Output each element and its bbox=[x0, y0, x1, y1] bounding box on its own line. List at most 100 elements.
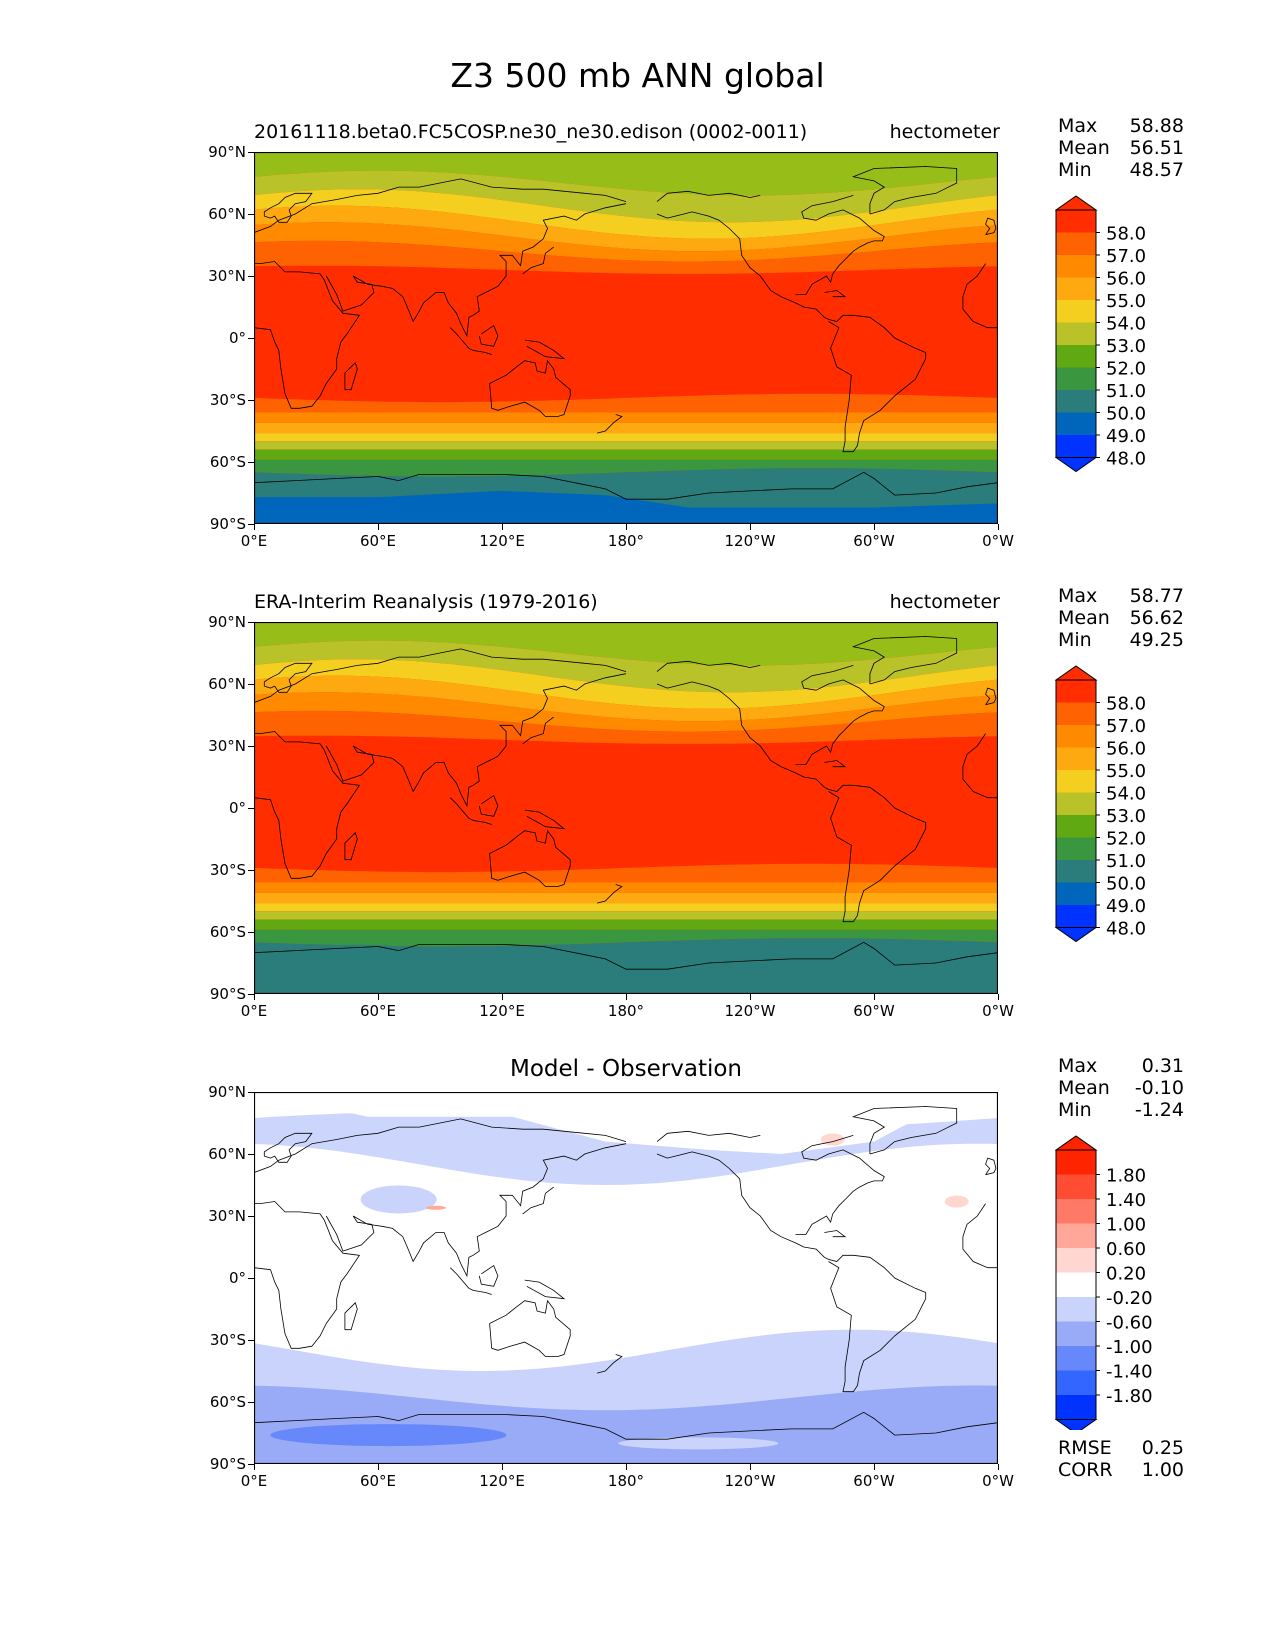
contour-patch bbox=[254, 1092, 998, 1154]
colorbar-segment bbox=[1056, 1199, 1096, 1224]
contour-band bbox=[254, 659, 998, 709]
colorbar-label: -1.00 bbox=[1106, 1337, 1153, 1358]
y-tick-label: 60°N bbox=[208, 205, 246, 223]
y-tick-label: 90°N bbox=[208, 613, 246, 631]
panel-units: hectometer bbox=[889, 121, 1000, 143]
colorbar-segment bbox=[1056, 300, 1096, 323]
colorbar-segment bbox=[1056, 1370, 1096, 1395]
colorbar-label: 1.40 bbox=[1106, 1190, 1146, 1211]
min-value: 48.57 bbox=[1129, 159, 1184, 181]
x-tick-label: 60°W bbox=[853, 532, 895, 550]
contour-patch bbox=[270, 1424, 507, 1447]
y-tick-label: 90°S bbox=[209, 515, 246, 533]
y-tick-label: 90°S bbox=[209, 1455, 246, 1473]
x-tick-mark bbox=[501, 524, 503, 530]
y-tick-label: 60°S bbox=[209, 923, 246, 941]
contour-band bbox=[254, 189, 998, 239]
x-tick-label: 180° bbox=[607, 532, 645, 550]
contour-band bbox=[254, 938, 998, 994]
y-tick-mark bbox=[248, 993, 254, 995]
y-tick-mark bbox=[248, 1091, 254, 1093]
colorbar-label: 56.0 bbox=[1106, 739, 1146, 760]
colorbar-label: 53.0 bbox=[1106, 336, 1146, 357]
x-tick-label: 60°E bbox=[359, 1002, 397, 1020]
y-tick-mark bbox=[248, 745, 254, 747]
contour-patch bbox=[360, 1185, 437, 1214]
y-tick-label: 30°S bbox=[209, 861, 246, 879]
corr-label: CORR bbox=[1058, 1459, 1113, 1481]
rmse-label: RMSE bbox=[1058, 1437, 1112, 1459]
colorbar-segment bbox=[1056, 345, 1096, 368]
x-tick-mark bbox=[253, 1464, 255, 1470]
y-tick-label: 60°N bbox=[208, 1145, 246, 1163]
contour-band bbox=[254, 692, 998, 732]
colorbar-segment bbox=[1056, 277, 1096, 300]
colorbar-label: 55.0 bbox=[1106, 761, 1146, 782]
colorbar-label: 56.0 bbox=[1106, 269, 1146, 290]
x-tick-label: 60°W bbox=[853, 1002, 895, 1020]
contour-band bbox=[254, 205, 998, 252]
colorbar-frame bbox=[1055, 1149, 1097, 1420]
contour-band bbox=[254, 911, 998, 920]
x-tick-mark bbox=[377, 1464, 379, 1470]
map-model bbox=[254, 152, 998, 524]
colorbar-diff: 1.80 1.40 1.00 0.60 0.20 -0.20 -0.60 -1.00 -1.40… bbox=[1055, 1135, 1153, 1430]
mean-value: 56.62 bbox=[1129, 607, 1184, 629]
x-tick-mark bbox=[997, 994, 999, 1000]
y-tick-mark bbox=[248, 931, 254, 933]
y-tick-mark bbox=[248, 461, 254, 463]
contour-band bbox=[254, 903, 998, 912]
colorbar-frame bbox=[1055, 679, 1097, 928]
contour-band bbox=[254, 441, 998, 450]
y-tick-mark bbox=[248, 621, 254, 623]
max-value: 0.31 bbox=[1141, 1055, 1184, 1077]
panel-stats: Max 58.77 Mean 56.62 Min 49.25 bbox=[1058, 585, 1184, 651]
colorbar-segment bbox=[1056, 882, 1096, 905]
panel-stats: Max 58.88 Mean 56.51 Min 48.57 bbox=[1058, 115, 1184, 181]
colorbar-label: -0.20 bbox=[1106, 1288, 1153, 1309]
contour-patch bbox=[425, 1205, 446, 1210]
contour-band bbox=[254, 622, 998, 666]
colorbar-segment bbox=[1056, 255, 1096, 278]
colorbar-label: -1.40 bbox=[1106, 1362, 1153, 1383]
contour-patch bbox=[254, 490, 998, 524]
error-stats: RMSE 0.25 CORR 1.00 bbox=[1058, 1437, 1184, 1481]
contour-band bbox=[254, 919, 998, 930]
colorbar-segment bbox=[1056, 725, 1096, 748]
y-tick-label: 30°N bbox=[208, 737, 246, 755]
y-tick-mark bbox=[248, 151, 254, 153]
colorbar-label: 54.0 bbox=[1106, 784, 1146, 805]
colorbar-label: 54.0 bbox=[1106, 314, 1146, 335]
max-value: 58.88 bbox=[1129, 115, 1184, 137]
y-tick-mark bbox=[248, 1401, 254, 1403]
rmse-value: 0.25 bbox=[1141, 1437, 1184, 1459]
y-tick-label: 30°S bbox=[209, 391, 246, 409]
x-tick-mark bbox=[253, 524, 255, 530]
y-tick-mark bbox=[248, 1463, 254, 1465]
colorbar-label: 0.60 bbox=[1106, 1239, 1146, 1260]
colorbar-model: 58.057.056.055.054.053.052.051.050.049.0… bbox=[1055, 195, 1146, 473]
colorbar-label: -1.80 bbox=[1106, 1386, 1153, 1407]
x-tick-mark bbox=[625, 524, 627, 530]
colorbar-label: 58.0 bbox=[1106, 224, 1146, 245]
contour-patch bbox=[820, 1133, 845, 1146]
colorbar-label: 52.0 bbox=[1106, 829, 1146, 850]
map-frame bbox=[254, 1092, 998, 1464]
x-tick-mark bbox=[501, 994, 503, 1000]
x-tick-label: 0°W bbox=[982, 1472, 1014, 1490]
min-value: -1.24 bbox=[1134, 1099, 1184, 1121]
colorbar-segment bbox=[1056, 435, 1096, 458]
colorbar-segment bbox=[1056, 815, 1096, 838]
x-tick-label: 120°E bbox=[479, 1002, 525, 1020]
colorbar-segment bbox=[1056, 837, 1096, 860]
colorbar-label: 48.0 bbox=[1106, 919, 1146, 940]
y-tick-label: 60°S bbox=[209, 453, 246, 471]
min-label: Min bbox=[1058, 159, 1092, 181]
x-tick-mark bbox=[997, 524, 999, 530]
x-tick-label: 120°W bbox=[724, 1472, 776, 1490]
x-tick-mark bbox=[625, 994, 627, 1000]
panel-obs: ERA-Interim Reanalysis (1979-2016) hecto… bbox=[0, 470, 1275, 994]
x-tick-label: 60°W bbox=[853, 1472, 895, 1490]
x-tick-mark bbox=[253, 994, 255, 1000]
y-tick-mark bbox=[248, 1339, 254, 1341]
